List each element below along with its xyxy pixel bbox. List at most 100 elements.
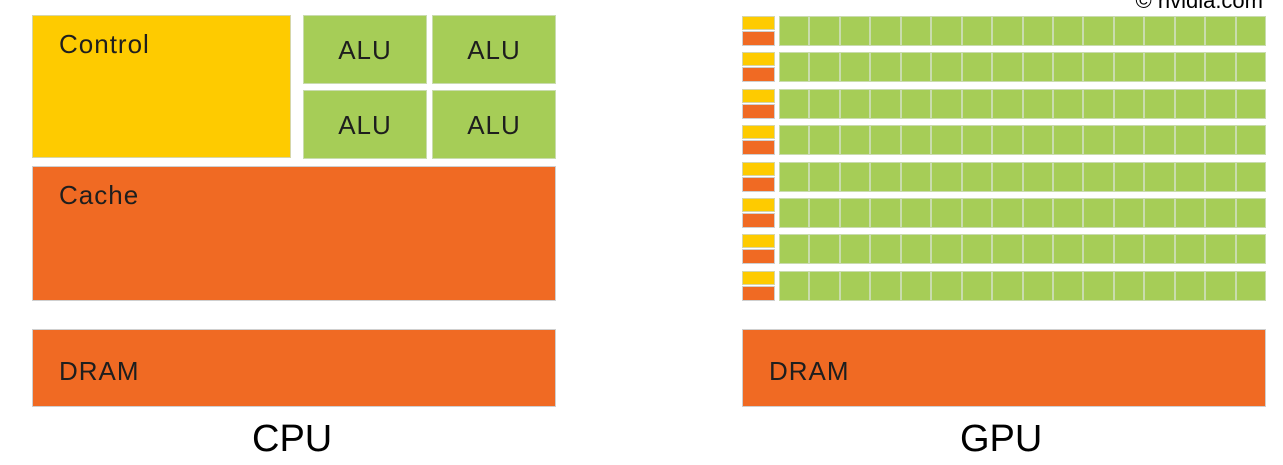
gpu-alu-cell bbox=[809, 16, 840, 46]
gpu-alu-cell bbox=[1235, 162, 1266, 192]
gpu-alu-cell bbox=[1205, 271, 1236, 301]
gpu-alu-cell bbox=[931, 89, 962, 119]
gpu-alu-cell bbox=[1083, 125, 1114, 155]
cpu-alu-label: ALU bbox=[338, 34, 392, 65]
cpu-alu-label: ALU bbox=[338, 109, 392, 140]
gpu-alu-cell bbox=[931, 234, 962, 264]
gpu-alu-cell bbox=[1205, 52, 1236, 82]
gpu-alu-cell bbox=[1205, 162, 1236, 192]
gpu-dram-block: DRAM bbox=[742, 329, 1266, 407]
gpu-control-unit bbox=[742, 52, 775, 66]
gpu-alu-cell bbox=[1174, 198, 1206, 228]
gpu-alu-cell bbox=[1113, 234, 1145, 264]
cpu-alu-label: ALU bbox=[467, 109, 521, 140]
gpu-alu-cell bbox=[931, 271, 962, 301]
gpu-core-row bbox=[742, 89, 1266, 119]
gpu-alu-cell bbox=[1083, 52, 1114, 82]
gpu-alu-cell bbox=[839, 52, 871, 82]
gpu-alu-cell bbox=[1083, 16, 1114, 46]
gpu-alu-cell bbox=[931, 162, 962, 192]
gpu-alu-cell bbox=[1113, 198, 1145, 228]
gpu-core-row bbox=[742, 271, 1266, 301]
gpu-cache-unit bbox=[742, 140, 775, 155]
cpu-alu-block: ALU bbox=[432, 90, 556, 159]
gpu-core-row bbox=[742, 16, 1266, 46]
gpu-alu-cell bbox=[1144, 125, 1175, 155]
gpu-alu-cell bbox=[992, 271, 1023, 301]
gpu-cache-unit bbox=[742, 104, 775, 119]
gpu-alu-cell bbox=[1205, 89, 1236, 119]
gpu-alu-cell bbox=[809, 52, 840, 82]
gpu-alu-cell bbox=[1174, 16, 1206, 46]
gpu-caption: GPU bbox=[960, 418, 1043, 460]
gpu-alu-cell bbox=[1144, 162, 1175, 192]
gpu-alu-cell bbox=[779, 89, 810, 119]
gpu-cache-unit bbox=[742, 213, 775, 228]
gpu-alu-cell bbox=[1235, 125, 1266, 155]
gpu-alu-cell bbox=[1174, 162, 1206, 192]
gpu-control-unit bbox=[742, 125, 775, 139]
gpu-alu-cell bbox=[809, 234, 840, 264]
gpu-alu-cell bbox=[870, 271, 901, 301]
gpu-alu-cell bbox=[900, 16, 932, 46]
gpu-core-row bbox=[742, 234, 1266, 264]
gpu-alu-cell bbox=[1113, 162, 1145, 192]
gpu-alu-cell bbox=[1235, 234, 1266, 264]
gpu-alu-cell bbox=[1235, 271, 1266, 301]
gpu-core-row bbox=[742, 162, 1266, 192]
gpu-alu-cell bbox=[809, 162, 840, 192]
gpu-alu-cell bbox=[992, 162, 1023, 192]
gpu-alu-cell bbox=[1022, 271, 1053, 301]
gpu-alu-cell bbox=[870, 125, 901, 155]
gpu-alu-cell bbox=[961, 198, 993, 228]
gpu-alu-cell bbox=[779, 234, 810, 264]
gpu-alu-cell bbox=[1205, 125, 1236, 155]
cpu-cache-label: Cache bbox=[59, 180, 140, 210]
gpu-control-unit bbox=[742, 234, 775, 248]
gpu-alu-cell bbox=[1205, 16, 1236, 46]
gpu-alu-cell bbox=[779, 198, 810, 228]
gpu-alu-cell bbox=[900, 125, 932, 155]
cpu-caption: CPU bbox=[252, 418, 333, 460]
gpu-alu-cell bbox=[961, 234, 993, 264]
gpu-alu-cell bbox=[839, 16, 871, 46]
gpu-cache-unit bbox=[742, 31, 775, 46]
gpu-alu-cell bbox=[1144, 198, 1175, 228]
gpu-alu-cell bbox=[931, 198, 962, 228]
gpu-cache-unit bbox=[742, 177, 775, 192]
gpu-alu-cell bbox=[931, 52, 962, 82]
gpu-alu-cell bbox=[1113, 125, 1145, 155]
gpu-alu-strip bbox=[779, 16, 1266, 46]
gpu-alu-cell bbox=[1174, 125, 1206, 155]
gpu-control-unit bbox=[742, 198, 775, 212]
gpu-alu-cell bbox=[1144, 16, 1175, 46]
gpu-alu-cell bbox=[1052, 16, 1084, 46]
cpu-alu-block: ALU bbox=[303, 15, 427, 84]
gpu-alu-cell bbox=[1022, 234, 1053, 264]
gpu-alu-cell bbox=[870, 162, 901, 192]
gpu-alu-cell bbox=[1083, 271, 1114, 301]
gpu-alu-cell bbox=[1052, 52, 1084, 82]
gpu-alu-cell bbox=[900, 271, 932, 301]
gpu-alu-cell bbox=[992, 89, 1023, 119]
cpu-alu-block: ALU bbox=[303, 90, 427, 159]
gpu-core-row bbox=[742, 198, 1266, 228]
gpu-alu-cell bbox=[870, 89, 901, 119]
cpu-control-block: Control bbox=[32, 15, 291, 158]
gpu-alu-cell bbox=[809, 125, 840, 155]
gpu-alu-cell bbox=[1022, 162, 1053, 192]
gpu-alu-cell bbox=[809, 198, 840, 228]
gpu-alu-cell bbox=[779, 52, 810, 82]
gpu-alu-cell bbox=[809, 89, 840, 119]
gpu-cache-unit bbox=[742, 67, 775, 82]
cpu-alu-label: ALU bbox=[467, 34, 521, 65]
gpu-alu-cell bbox=[900, 89, 932, 119]
gpu-alu-cell bbox=[1113, 52, 1145, 82]
gpu-alu-cell bbox=[1052, 271, 1084, 301]
gpu-alu-cell bbox=[1205, 234, 1236, 264]
gpu-alu-cell bbox=[961, 89, 993, 119]
cpu-dram-label: DRAM bbox=[59, 356, 140, 386]
gpu-control-unit bbox=[742, 89, 775, 103]
gpu-alu-cell bbox=[1022, 89, 1053, 119]
gpu-alu-cell bbox=[779, 271, 810, 301]
